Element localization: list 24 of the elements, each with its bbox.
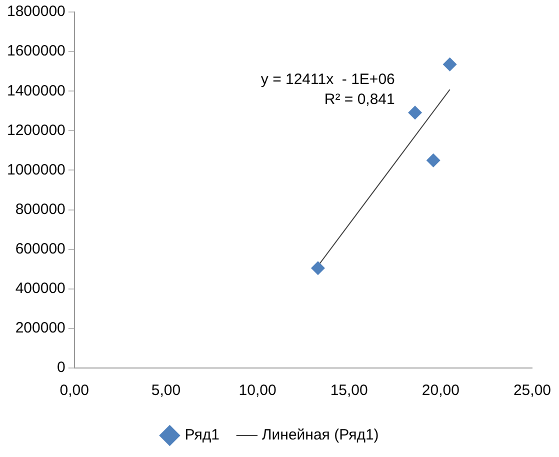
y-tick-label: 1600000 <box>6 42 66 60</box>
y-tick-label: 800000 <box>15 200 66 218</box>
x-tick-label: 15,00 <box>330 382 368 400</box>
y-tick-label: 1000000 <box>6 161 66 178</box>
x-tick-label: 0,00 <box>60 382 89 400</box>
point <box>426 153 440 168</box>
x-tick-label: 5,00 <box>151 382 181 400</box>
legend-label: Линейная (Ряд1) <box>262 426 379 444</box>
y-tick-label: 200000 <box>15 320 66 337</box>
legend-label: Ряд1 <box>184 426 220 444</box>
point <box>442 57 457 72</box>
point <box>310 261 325 276</box>
x-tick-label: 25,00 <box>513 382 552 400</box>
y-tick-label: 1200000 <box>6 122 66 139</box>
y-tick-label: 0 <box>57 359 66 376</box>
y-tick-label: 1800000 <box>6 3 66 20</box>
x-tick-label: 10,00 <box>238 382 276 400</box>
y-tick-label: 400000 <box>15 280 66 298</box>
point <box>408 106 422 120</box>
annotation: y = 12411x - 1E+06 <box>260 70 395 88</box>
y-tick-label: 1400000 <box>6 82 66 100</box>
x-tick-label: 20,00 <box>422 382 460 400</box>
annotation: R² = 0,841 <box>324 90 395 108</box>
y-tick-label: 600000 <box>15 240 66 258</box>
